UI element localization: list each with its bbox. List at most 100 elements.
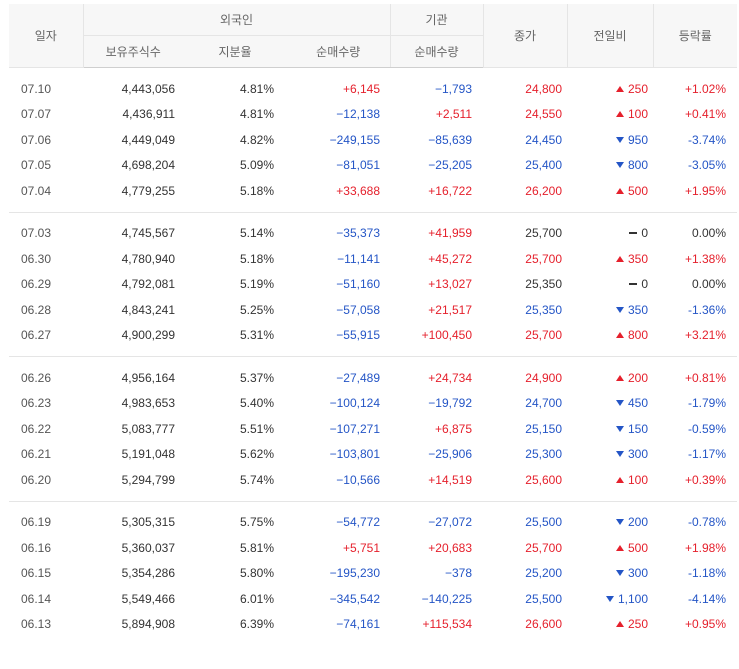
table-row: 06.19 5,305,315 5.75% −54,772 −27,072 25,500 2… xyxy=(9,510,737,536)
table-row: 07.10 4,443,056 4.81% +6,145 −1,793 24,800 250… xyxy=(9,76,737,102)
triangle-up-icon xyxy=(615,111,624,118)
table-row: 06.20 5,294,799 5.74% −10,566 +14,519 25,600 1… xyxy=(9,467,737,493)
cell-rate: 0.00% xyxy=(691,277,726,292)
cell-rate: +0.95% xyxy=(684,617,726,632)
triangle-up-icon xyxy=(615,255,624,262)
group-spacer xyxy=(9,204,737,213)
group-divider xyxy=(9,356,737,357)
cell-inst-net: +6,875 xyxy=(434,421,472,436)
change-value: 300 xyxy=(627,566,648,581)
cell-date: 06.27 xyxy=(21,328,52,343)
cell-ratio: 5.40% xyxy=(239,396,274,411)
triangle-up-icon xyxy=(615,374,624,381)
change-value: 350 xyxy=(627,251,648,266)
cell-rate: +1.95% xyxy=(684,183,726,198)
table-row: 06.16 5,360,037 5.81% +5,751 +20,683 25,700 50… xyxy=(9,535,737,561)
cell-inst-net: −378 xyxy=(444,566,472,581)
table-row: 06.22 5,083,777 5.51% −107,271 +6,875 25,150 1… xyxy=(9,416,737,442)
table-row: 07.07 4,436,911 4.81% −12,138 +2,511 24,550 10… xyxy=(9,102,737,128)
cell-close: 25,500 xyxy=(525,515,562,530)
cell-foreign-net: −195,230 xyxy=(329,566,380,581)
group-spacer xyxy=(9,637,737,645)
table-row: 07.05 4,698,204 5.09% −81,051 −25,205 25,400 8… xyxy=(9,153,737,179)
cell-change: 200 xyxy=(567,365,653,391)
table-header: 일자 외국인 기관 종가 전일비 등락률 보유주식수 지분율 순매수량 순매수량 xyxy=(9,4,737,68)
cell-holdings: 5,083,777 xyxy=(121,421,175,436)
cell-change: 250 xyxy=(567,612,653,638)
cell-date: 07.07 xyxy=(21,107,52,122)
cell-date: 07.10 xyxy=(21,81,52,96)
cell-foreign-net: −55,915 xyxy=(336,328,380,343)
cell-foreign-net: +5,751 xyxy=(342,540,380,555)
cell-inst-net: +24,734 xyxy=(428,370,472,385)
table-body: 07.10 4,443,056 4.81% +6,145 −1,793 24,800 250… xyxy=(9,68,737,646)
header-institution: 기관 xyxy=(389,4,483,36)
cell-rate: +1.02% xyxy=(684,81,726,96)
cell-change: 1,100 xyxy=(567,586,653,612)
header-close: 종가 xyxy=(482,4,567,68)
cell-change: 800 xyxy=(567,323,653,349)
change-value: 0 xyxy=(641,277,648,292)
group-spacer xyxy=(9,493,737,502)
cell-rate: -0.59% xyxy=(687,421,726,436)
triangle-up-icon xyxy=(615,187,624,194)
change-value: 800 xyxy=(627,328,648,343)
cell-change: 150 xyxy=(567,416,653,442)
cell-holdings: 5,354,286 xyxy=(121,566,175,581)
cell-ratio: 5.51% xyxy=(239,421,274,436)
cell-holdings: 5,294,799 xyxy=(121,472,175,487)
cell-rate: +1.98% xyxy=(684,540,726,555)
cell-holdings: 5,894,908 xyxy=(121,617,175,632)
cell-change: 450 xyxy=(567,391,653,417)
cell-ratio: 5.75% xyxy=(239,515,274,530)
cell-rate: +0.81% xyxy=(684,370,726,385)
cell-holdings: 4,792,081 xyxy=(121,277,175,292)
change-value: 950 xyxy=(627,132,648,147)
cell-close: 25,350 xyxy=(525,302,562,317)
cell-foreign-net: −74,161 xyxy=(336,617,380,632)
cell-ratio: 5.09% xyxy=(239,158,274,173)
cell-foreign-net: −54,772 xyxy=(336,515,380,530)
cell-date: 06.28 xyxy=(21,302,52,317)
cell-change: 350 xyxy=(567,297,653,323)
cell-close: 25,200 xyxy=(525,566,562,581)
cell-foreign-net: −27,489 xyxy=(336,370,380,385)
cell-date: 06.15 xyxy=(21,566,52,581)
change-value: 0 xyxy=(641,226,648,241)
cell-close: 25,700 xyxy=(525,328,562,343)
cell-close: 25,600 xyxy=(525,472,562,487)
cell-foreign-net: +33,688 xyxy=(336,183,380,198)
cell-date: 06.23 xyxy=(21,396,52,411)
triangle-up-icon xyxy=(615,332,624,339)
change-value: 450 xyxy=(627,396,648,411)
cell-foreign-net: −81,051 xyxy=(336,158,380,173)
triangle-down-icon xyxy=(615,162,624,169)
change-value: 250 xyxy=(627,617,648,632)
header-inst-net: 순매수량 xyxy=(389,35,483,68)
cell-change: 800 xyxy=(567,153,653,179)
cell-inst-net: −25,906 xyxy=(428,447,472,462)
table-row: 06.14 5,549,466 6.01% −345,542 −140,225 25,50… xyxy=(9,586,737,612)
triangle-up-icon xyxy=(615,621,624,628)
triangle-up-icon xyxy=(615,476,624,483)
cell-ratio: 5.14% xyxy=(239,226,274,241)
cell-ratio: 4.81% xyxy=(239,81,274,96)
table-row: 06.27 4,900,299 5.31% −55,915 +100,450 25,700… xyxy=(9,323,737,349)
dash-icon xyxy=(629,232,638,235)
cell-date: 06.16 xyxy=(21,540,52,555)
cell-inst-net: +2,511 xyxy=(435,107,472,122)
triangle-down-icon xyxy=(615,570,624,577)
cell-foreign-net: −10,566 xyxy=(336,472,380,487)
cell-ratio: 6.01% xyxy=(239,591,274,606)
cell-change: 250 xyxy=(567,76,653,102)
cell-date: 07.05 xyxy=(21,158,52,173)
cell-rate: +3.21% xyxy=(684,328,726,343)
cell-date: 07.04 xyxy=(21,183,52,198)
cell-close: 25,700 xyxy=(525,540,562,555)
cell-inst-net: −140,225 xyxy=(421,591,472,606)
cell-ratio: 5.25% xyxy=(239,302,274,317)
cell-inst-net: +14,519 xyxy=(428,472,472,487)
cell-inst-net: +41,959 xyxy=(428,226,472,241)
cell-date: 06.14 xyxy=(21,591,52,606)
cell-ratio: 5.18% xyxy=(239,183,274,198)
